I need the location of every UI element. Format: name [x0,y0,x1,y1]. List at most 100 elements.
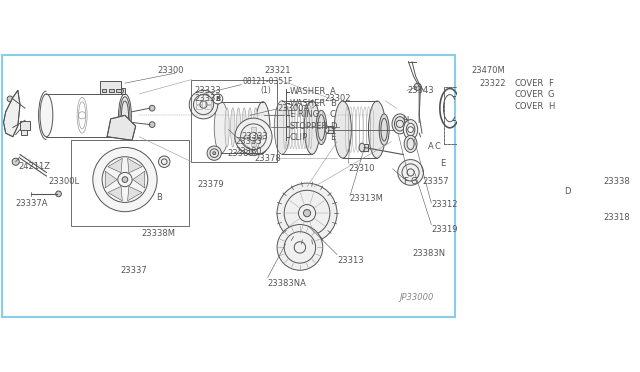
Circle shape [119,89,124,93]
Polygon shape [127,186,142,201]
Circle shape [212,152,216,155]
Text: 23322: 23322 [480,78,506,88]
Text: 23313M: 23313M [350,194,384,203]
Text: COVER: COVER [515,102,544,110]
Text: 23343: 23343 [407,86,434,95]
Polygon shape [108,158,122,173]
Ellipse shape [379,114,389,145]
Bar [100,81,122,94]
Text: E: E [440,158,445,168]
Circle shape [277,225,323,270]
Text: D: D [330,122,337,131]
Ellipse shape [392,114,408,134]
Text: COVER: COVER [515,78,544,88]
Circle shape [550,174,563,187]
Text: 23338M: 23338M [141,229,175,238]
Circle shape [277,183,337,243]
Text: A: A [428,141,434,151]
Circle shape [580,109,593,122]
Ellipse shape [230,108,235,147]
Text: 23470M: 23470M [471,66,505,75]
Bar [363,144,369,151]
Ellipse shape [304,101,320,154]
Text: 23319: 23319 [431,225,458,234]
Ellipse shape [403,119,418,140]
Ellipse shape [225,108,229,147]
Ellipse shape [255,102,270,153]
Text: B: B [156,193,161,202]
Ellipse shape [253,108,258,147]
Ellipse shape [334,101,351,158]
Polygon shape [107,115,136,140]
Circle shape [112,89,116,93]
Text: C: C [330,110,336,119]
Circle shape [593,57,602,65]
Circle shape [408,127,413,132]
Circle shape [414,83,421,90]
Text: 23313: 23313 [337,256,364,265]
Text: 23300L: 23300L [49,177,80,186]
Bar [116,89,121,93]
Circle shape [582,132,592,142]
Text: 23321: 23321 [264,66,291,75]
Text: B: B [330,99,336,108]
Bar [191,80,277,162]
Text: F: F [548,78,552,88]
Bar [111,88,125,94]
Ellipse shape [118,94,131,137]
Text: 23380: 23380 [227,149,253,158]
Ellipse shape [316,110,326,145]
Bar [444,87,480,144]
Text: F: F [403,177,408,186]
Text: 08121-0351F: 08121-0351F [243,77,293,86]
Text: 23302: 23302 [324,94,351,103]
Circle shape [596,59,600,63]
Text: WASHER: WASHER [290,87,326,96]
Text: 23379: 23379 [197,180,224,189]
Ellipse shape [404,135,417,153]
Text: E: E [330,133,335,142]
Circle shape [7,96,13,102]
Text: STOPPER: STOPPER [290,122,328,131]
Text: C: C [434,141,440,151]
Text: 23333: 23333 [194,86,221,95]
Bar [593,76,611,187]
Circle shape [598,82,609,92]
Ellipse shape [359,143,365,152]
Bar [109,89,113,93]
Bar [196,105,202,109]
Text: JP33000: JP33000 [400,293,435,302]
Bar [21,130,27,135]
Circle shape [189,90,218,119]
Polygon shape [525,69,568,187]
Ellipse shape [236,108,241,147]
Ellipse shape [248,108,252,147]
Bar [252,142,257,146]
Circle shape [159,156,170,167]
Text: CLIP: CLIP [290,133,308,142]
Text: 23380: 23380 [236,147,262,155]
Bar [205,105,211,109]
Circle shape [207,146,221,160]
Text: 23383N: 23383N [413,248,446,258]
Bar [252,128,257,132]
Text: 23300: 23300 [157,66,184,75]
Text: 23312: 23312 [431,200,458,209]
Bar [102,89,106,93]
Text: 23300A: 23300A [277,105,309,113]
Polygon shape [4,90,20,137]
Ellipse shape [120,97,130,134]
Ellipse shape [325,126,329,133]
Text: D: D [564,187,571,196]
Bar [72,140,189,226]
Circle shape [540,67,553,80]
Text: H: H [402,116,408,125]
Bar [444,87,480,144]
Ellipse shape [242,108,246,147]
Text: 23383NA: 23383NA [268,279,307,288]
Text: G: G [548,90,554,99]
Ellipse shape [40,94,53,137]
Circle shape [235,118,272,155]
Text: 23333: 23333 [236,137,262,146]
Bar [205,100,211,104]
